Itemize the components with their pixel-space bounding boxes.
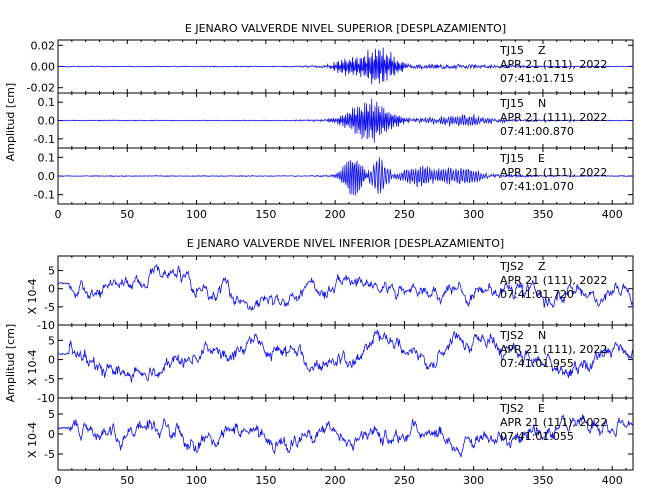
x-tick-label: 100 bbox=[186, 474, 207, 487]
x-tick-label: 400 bbox=[602, 208, 623, 221]
trace-station-label: TJS2 N bbox=[499, 329, 546, 342]
y-unit-label: X 10-4 bbox=[26, 350, 39, 386]
waveform-trace bbox=[57, 329, 634, 383]
station-code: TJ15 bbox=[499, 44, 524, 57]
trace-date: APR 21 (111), 2022 bbox=[500, 416, 607, 429]
y-tick-label: 0.1 bbox=[38, 151, 56, 164]
x-tick-label: 350 bbox=[532, 474, 553, 487]
x-tick-label: 350 bbox=[532, 208, 553, 221]
y-tick-label: 0.02 bbox=[31, 39, 56, 52]
y-tick-label: -0.02 bbox=[27, 82, 55, 95]
x-tick-label: 200 bbox=[325, 474, 346, 487]
y-tick-label: -5 bbox=[44, 301, 55, 314]
y-axis-label: Amplitud [cm] bbox=[4, 83, 17, 161]
y-tick-label: -0.1 bbox=[34, 189, 55, 202]
trace-date: APR 21 (111), 2022 bbox=[500, 58, 607, 71]
y-tick-label: 5 bbox=[48, 265, 55, 278]
x-tick-label: 150 bbox=[255, 208, 276, 221]
station-code: TJ15 bbox=[499, 152, 524, 165]
y-tick-label: 0.0 bbox=[38, 115, 56, 128]
trace-time: 07:41:01.055 bbox=[500, 430, 574, 443]
x-tick-label: 50 bbox=[120, 208, 134, 221]
y-axis-label: Amplitud [cm] bbox=[4, 324, 17, 402]
waveform-trace bbox=[57, 47, 634, 85]
station-code: TJ15 bbox=[499, 97, 524, 110]
component-code: N bbox=[538, 329, 546, 342]
x-tick-label: 0 bbox=[55, 474, 62, 487]
x-tick-label: 0 bbox=[55, 208, 62, 221]
trace-date: APR 21 (111), 2022 bbox=[500, 111, 607, 124]
x-tick-label: 300 bbox=[463, 474, 484, 487]
waveform-trace bbox=[57, 263, 634, 311]
y-tick-label: -10 bbox=[37, 319, 55, 332]
y-tick-label: 5 bbox=[48, 408, 55, 421]
component-code: E bbox=[538, 402, 545, 415]
trace-date: APR 21 (111), 2022 bbox=[500, 166, 607, 179]
y-tick-label: 0 bbox=[48, 354, 55, 367]
trace-time: 07:41:01.720 bbox=[500, 288, 574, 301]
x-tick-label: 400 bbox=[602, 474, 623, 487]
x-tick-label: 150 bbox=[255, 474, 276, 487]
waveform-trace bbox=[57, 414, 634, 458]
x-tick-label: 200 bbox=[325, 208, 346, 221]
trace-station-label: TJ15 Z bbox=[499, 44, 546, 57]
station-code: TJS2 bbox=[499, 260, 524, 273]
station-code: TJS2 bbox=[499, 329, 524, 342]
trace-station-label: TJ15 N bbox=[499, 97, 546, 110]
trace-station-label: TJ15 E bbox=[499, 152, 545, 165]
component-code: Z bbox=[538, 44, 546, 57]
x-tick-label: 250 bbox=[394, 208, 415, 221]
component-code: N bbox=[538, 97, 546, 110]
x-tick-label: 100 bbox=[186, 208, 207, 221]
trace-date: APR 21 (111), 2022 bbox=[500, 274, 607, 287]
trace-station-label: TJS2 Z bbox=[499, 260, 546, 273]
trace-time: 07:41:01.955 bbox=[500, 357, 574, 370]
chart-title: E JENARO VALVERDE NIVEL SUPERIOR [DESPLA… bbox=[185, 22, 506, 35]
waveform-trace bbox=[57, 98, 634, 143]
y-tick-label: 0 bbox=[48, 428, 55, 441]
x-tick-label: 250 bbox=[394, 474, 415, 487]
y-tick-label: 0 bbox=[48, 283, 55, 296]
x-tick-label: 300 bbox=[463, 208, 484, 221]
chart-title: E JENARO VALVERDE NIVEL INFERIOR [DESPLA… bbox=[187, 237, 504, 250]
y-tick-label: 0.0 bbox=[38, 170, 56, 183]
y-tick-label: -5 bbox=[44, 448, 55, 461]
station-code: TJS2 bbox=[499, 402, 524, 415]
y-tick-label: -5 bbox=[44, 373, 55, 386]
x-tick-label: 50 bbox=[120, 474, 134, 487]
y-tick-label: -0.1 bbox=[34, 133, 55, 146]
component-code: E bbox=[538, 152, 545, 165]
y-tick-label: 5 bbox=[48, 334, 55, 347]
trace-time: 07:41:01.070 bbox=[500, 180, 574, 193]
y-tick-label: 0.1 bbox=[38, 96, 56, 109]
trace-time: 07:41:00.870 bbox=[500, 125, 574, 138]
trace-date: APR 21 (111), 2022 bbox=[500, 343, 607, 356]
trace-time: 07:41:01.715 bbox=[500, 72, 574, 85]
y-tick-label: -10 bbox=[37, 392, 55, 405]
component-code: Z bbox=[538, 260, 546, 273]
trace-station-label: TJS2 E bbox=[499, 402, 545, 415]
y-unit-label: X 10-4 bbox=[26, 422, 39, 458]
waveform-trace bbox=[57, 157, 633, 196]
y-unit-label: X 10-4 bbox=[26, 279, 39, 315]
y-tick-label: 0.00 bbox=[31, 61, 56, 74]
